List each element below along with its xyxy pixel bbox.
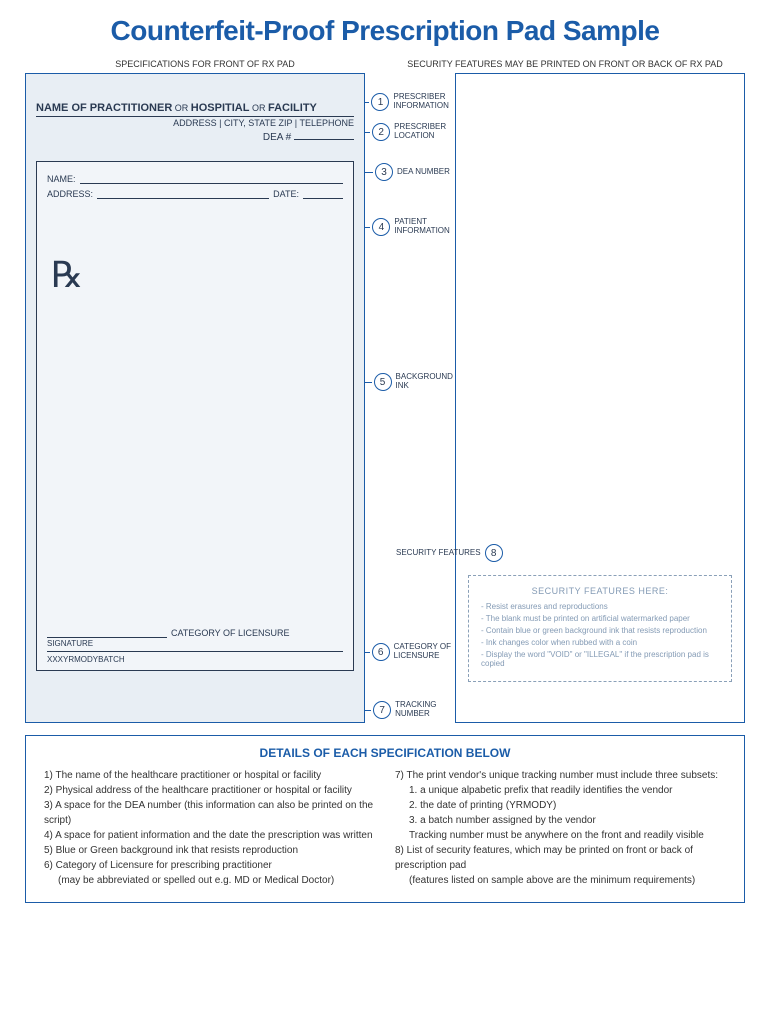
callout-1: 1PRESCRIBER INFORMATION xyxy=(365,93,455,111)
detail-item: 3. a batch number assigned by the vendor xyxy=(409,813,726,828)
patient-name-row: NAME: xyxy=(47,174,343,184)
details-box: DETAILS OF EACH SPECIFICATION BELOW 1) T… xyxy=(25,735,745,903)
detail-item: 1) The name of the healthcare practition… xyxy=(44,768,375,783)
callout-3: 3DEA NUMBER xyxy=(365,163,450,181)
patient-address-row: ADDRESS: DATE: xyxy=(47,189,343,199)
main-area: NAME OF PRACTITIONER OR HOSPITIAL OR FAC… xyxy=(25,73,745,723)
licensure-row: CATEGORY OF LICENSURE xyxy=(47,628,343,638)
callout-8: SECURITY FEATURES 8 xyxy=(396,544,503,562)
callout-6: 6CATEGORY OF LICENSURE xyxy=(365,643,455,661)
tracking-number: XXXYRMODYBATCH xyxy=(47,655,125,664)
detail-item: (features listed on sample above are the… xyxy=(409,873,726,888)
callout-7: 7TRACKING NUMBER xyxy=(365,701,455,719)
separator xyxy=(47,651,343,652)
callout-2: 2PRESCRIBER LOCATION xyxy=(365,123,455,141)
details-right-col: 7) The print vendor's unique tracking nu… xyxy=(395,768,726,888)
details-left-col: 1) The name of the healthcare practition… xyxy=(44,768,375,888)
rx-symbol: ℞ xyxy=(51,254,343,296)
signature-label: SIGNATURE xyxy=(47,639,93,648)
detail-item: 2) Physical address of the healthcare pr… xyxy=(44,783,375,798)
security-item: - Contain blue or green background ink t… xyxy=(481,626,719,635)
address-line: ADDRESS | CITY, STATE ZIP | TELEPHONE xyxy=(36,118,354,128)
security-item: - Resist erasures and reproductions xyxy=(481,602,719,611)
detail-item: 4) A space for patient information and t… xyxy=(44,828,375,843)
callout-column: 1PRESCRIBER INFORMATION 2PRESCRIBER LOCA… xyxy=(365,73,455,723)
security-item: - The blank must be printed on artificia… xyxy=(481,614,719,623)
security-item: - Ink changes color when rubbed with a c… xyxy=(481,638,719,647)
detail-item: (may be abbreviated or spelled out e.g. … xyxy=(58,873,375,888)
detail-item: 7) The print vendor's unique tracking nu… xyxy=(395,768,726,783)
rx-pad-back: SECURITY FEATURES 8 SECURITY FEATURES HE… xyxy=(455,73,745,723)
callout-5: 5BACKGROUND INK xyxy=(365,373,455,391)
detail-item: 1. a unique alpabetic prefix that readil… xyxy=(409,783,726,798)
security-features-box: SECURITY FEATURES HERE: - Resist erasure… xyxy=(468,575,732,682)
detail-item: 5) Blue or Green background ink that res… xyxy=(44,843,375,858)
practitioner-name: NAME OF PRACTITIONER OR HOSPITIAL OR FAC… xyxy=(36,102,354,114)
security-item: - Display the word "VOID" or "ILLEGAL" i… xyxy=(481,650,719,668)
detail-item: 3) A space for the DEA number (this info… xyxy=(44,798,375,828)
page-title: Counterfeit-Proof Prescription Pad Sampl… xyxy=(25,15,745,47)
security-heading: SECURITY FEATURES HERE: xyxy=(481,586,719,596)
subheadings: SPECIFICATIONS FOR FRONT OF RX PAD SECUR… xyxy=(25,59,745,69)
callout-4: 4PATIENT INFORMATION xyxy=(365,218,455,236)
detail-item: 8) List of security features, which may … xyxy=(395,843,726,873)
details-heading: DETAILS OF EACH SPECIFICATION BELOW xyxy=(44,746,726,760)
detail-item: 6) Category of Licensure for prescribing… xyxy=(44,858,375,873)
subhead-right: SECURITY FEATURES MAY BE PRINTED ON FRON… xyxy=(385,59,745,69)
detail-item: Tracking number must be anywhere on the … xyxy=(409,828,726,843)
rx-pad-front: NAME OF PRACTITIONER OR HOSPITIAL OR FAC… xyxy=(25,73,365,723)
rx-box: NAME: ADDRESS: DATE: ℞ CATEGORY OF LICEN… xyxy=(36,161,354,671)
detail-item: 2. the date of printing (YRMODY) xyxy=(409,798,726,813)
subhead-left: SPECIFICATIONS FOR FRONT OF RX PAD xyxy=(25,59,385,69)
divider xyxy=(36,116,354,117)
dea-line: DEA # xyxy=(36,132,354,143)
